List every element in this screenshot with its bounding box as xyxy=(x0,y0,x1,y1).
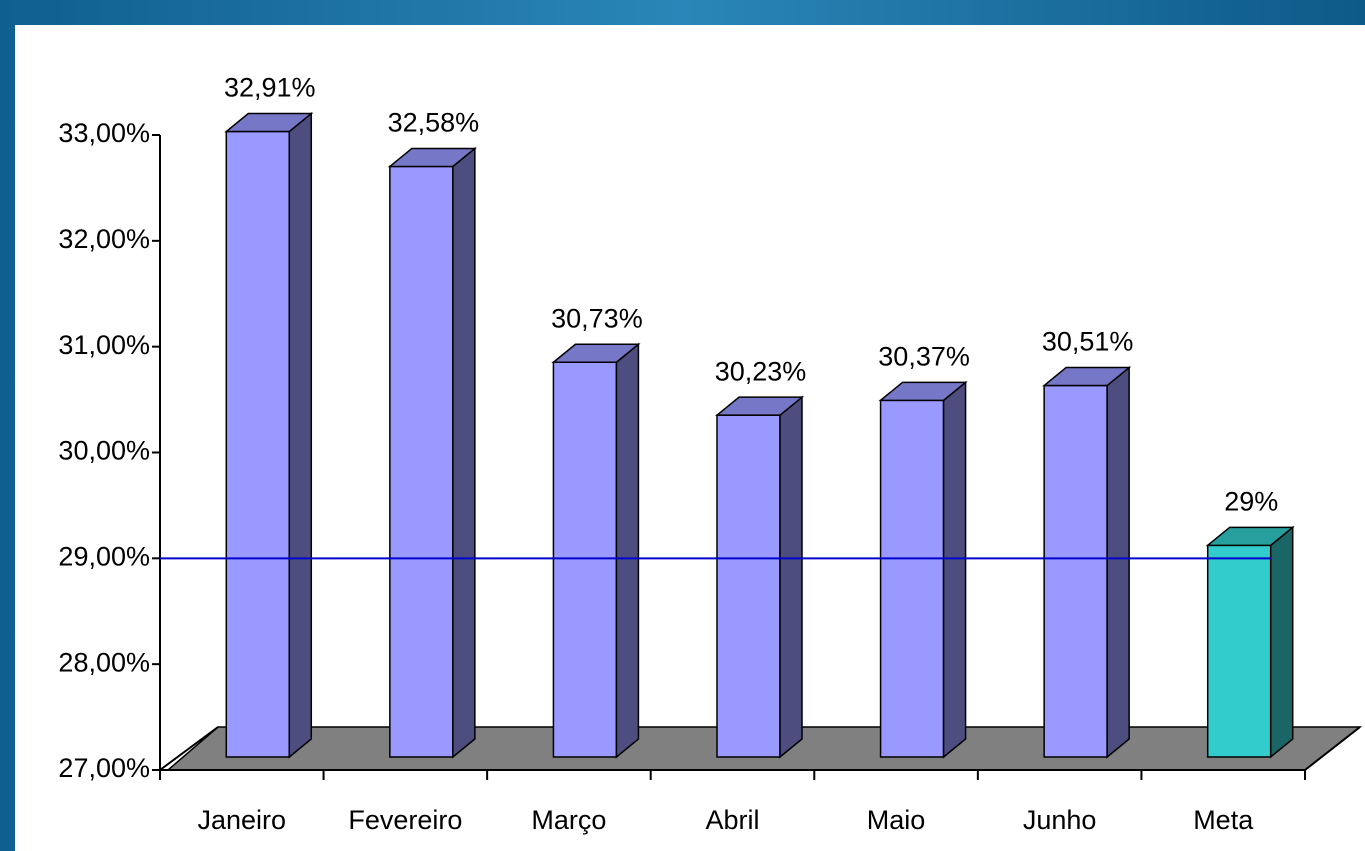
bar-top xyxy=(878,381,968,402)
bar-side xyxy=(942,380,967,759)
value-label: 30,37% xyxy=(878,341,970,371)
x-tick-label: Abril xyxy=(705,805,759,835)
x-axis-depth xyxy=(159,726,219,771)
bar xyxy=(879,399,945,758)
bar-top xyxy=(714,396,805,416)
x-tick-label: Maio xyxy=(867,805,926,835)
bar xyxy=(1043,384,1108,758)
bar-top xyxy=(1205,526,1295,547)
bar-top xyxy=(1042,366,1132,387)
bar-side xyxy=(779,395,803,759)
x-tick-label: Meta xyxy=(1193,805,1254,835)
bar xyxy=(1206,544,1272,758)
value-label: 32,91% xyxy=(224,73,316,103)
x-tick-label: Janeiro xyxy=(198,805,287,835)
bar-side xyxy=(452,146,476,759)
bar-side xyxy=(1106,365,1130,759)
x-tick-label: Fevereiro xyxy=(348,805,462,835)
x-tick-label: Junho xyxy=(1023,805,1097,835)
y-tick-label: 33,00% xyxy=(58,118,150,148)
bar xyxy=(552,361,618,758)
value-label: 32,58% xyxy=(388,108,480,138)
value-label: 30,23% xyxy=(715,356,807,386)
bar xyxy=(716,414,781,758)
y-tick-label: 28,00% xyxy=(58,647,150,677)
value-label: 29% xyxy=(1224,486,1278,516)
y-tick-label: 29,00% xyxy=(58,541,150,571)
x-axis-depth xyxy=(1304,726,1361,771)
y-tick-label: 27,00% xyxy=(58,753,150,783)
bar-side xyxy=(615,342,640,759)
bar-side xyxy=(288,111,313,759)
value-label: 30,51% xyxy=(1042,327,1134,357)
bar xyxy=(225,130,291,758)
y-tick-label: 31,00% xyxy=(58,330,150,360)
bar-top xyxy=(224,112,314,133)
value-label: 30,73% xyxy=(551,303,643,333)
x-tick-label: Março xyxy=(531,805,606,835)
bar-top xyxy=(387,147,477,168)
bar-side xyxy=(1269,525,1294,759)
bar-top xyxy=(551,343,641,363)
y-tick-label: 32,00% xyxy=(58,224,150,254)
y-tick-label: 30,00% xyxy=(58,436,150,466)
bar xyxy=(389,165,454,758)
